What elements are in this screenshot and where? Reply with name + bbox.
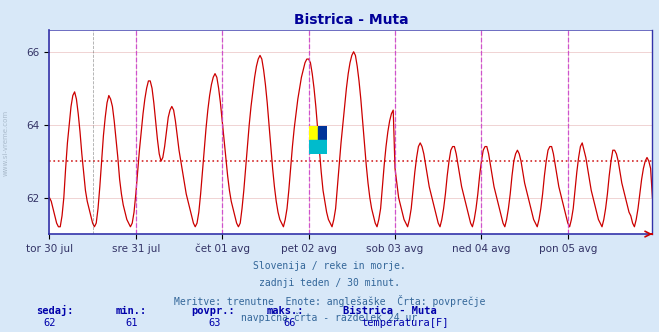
Text: 66: 66	[284, 318, 296, 328]
Text: Slovenija / reke in morje.: Slovenija / reke in morje.	[253, 261, 406, 271]
Text: Meritve: trenutne  Enote: anglešaške  Črta: povprečje: Meritve: trenutne Enote: anglešaške Črta…	[174, 295, 485, 307]
Text: maks.:: maks.:	[267, 306, 304, 316]
Text: sedaj:: sedaj:	[36, 305, 74, 316]
Text: zadnji teden / 30 minut.: zadnji teden / 30 minut.	[259, 278, 400, 288]
Text: 62: 62	[43, 318, 55, 328]
Text: 61: 61	[126, 318, 138, 328]
Bar	[318, 125, 327, 140]
Text: Bistrica - Muta: Bistrica - Muta	[343, 306, 436, 316]
Bar	[308, 140, 327, 154]
Title: Bistrica - Muta: Bistrica - Muta	[294, 13, 408, 27]
Text: min.:: min.:	[115, 306, 146, 316]
Bar	[308, 125, 318, 140]
Text: navpična črta - razdelek 24 ur: navpična črta - razdelek 24 ur	[241, 312, 418, 323]
Text: www.si-vreme.com: www.si-vreme.com	[2, 110, 9, 176]
Text: 63: 63	[208, 318, 220, 328]
Text: temperatura[F]: temperatura[F]	[361, 318, 449, 328]
Text: povpr.:: povpr.:	[191, 306, 235, 316]
